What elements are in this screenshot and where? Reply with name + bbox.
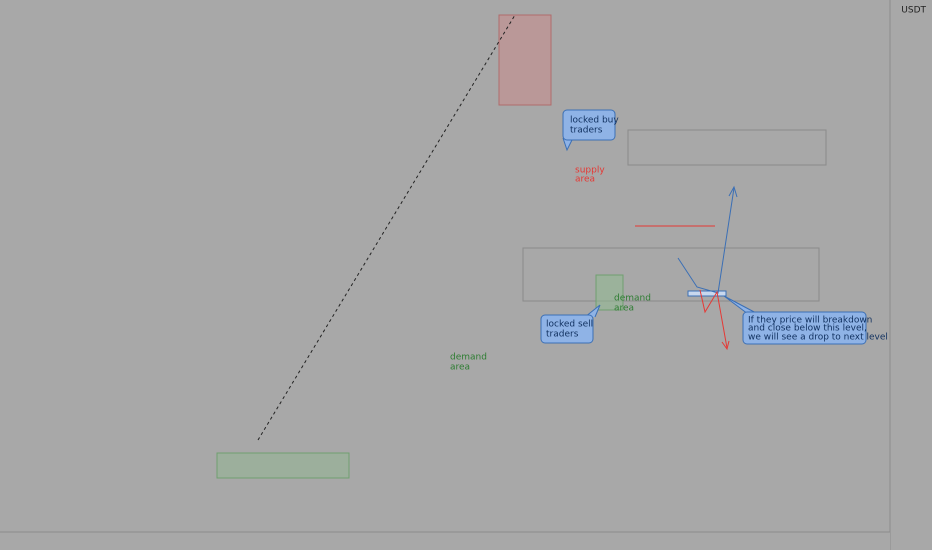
zone-label: supply bbox=[575, 166, 605, 176]
breakdown-level-box bbox=[687, 290, 727, 297]
callout-pointer bbox=[584, 304, 601, 318]
callout-text: locked sell bbox=[546, 320, 593, 330]
currency-label: USDT bbox=[901, 6, 926, 16]
arrow-head bbox=[728, 185, 738, 198]
zones bbox=[216, 14, 827, 479]
callout-text: locked buy bbox=[570, 116, 619, 126]
zone-label: area bbox=[450, 363, 470, 373]
target-box bbox=[627, 129, 827, 166]
callout-box bbox=[562, 109, 616, 141]
callout-text: If they price will breakdown bbox=[748, 316, 872, 326]
callout-text: traders bbox=[570, 126, 603, 136]
callout-text: traders bbox=[546, 330, 579, 340]
demand-zone-box bbox=[595, 274, 624, 311]
drawings: locked buy traders locked sell traders I… bbox=[257, 14, 888, 441]
callout-text: we will see a drop to next level bbox=[748, 333, 888, 343]
trend-line bbox=[257, 14, 516, 441]
callout-text: and close below this level, bbox=[748, 324, 867, 334]
zone-label: demand bbox=[614, 294, 651, 304]
time-axis bbox=[0, 532, 890, 550]
bullish-path bbox=[677, 187, 735, 294]
range-box bbox=[522, 247, 820, 302]
bearish-path bbox=[699, 289, 728, 349]
callout-pointer bbox=[723, 295, 759, 315]
callout-pointer bbox=[562, 137, 574, 152]
callout-box bbox=[540, 314, 594, 344]
zone-label: area bbox=[614, 304, 634, 314]
demand-zone-box bbox=[216, 452, 350, 479]
zone-label: area bbox=[575, 175, 595, 185]
zone-label: demand bbox=[450, 353, 487, 363]
arrow-head bbox=[721, 340, 730, 351]
supply-zone-box bbox=[498, 14, 552, 106]
price-axis bbox=[890, 0, 932, 550]
callout-box bbox=[742, 311, 867, 345]
